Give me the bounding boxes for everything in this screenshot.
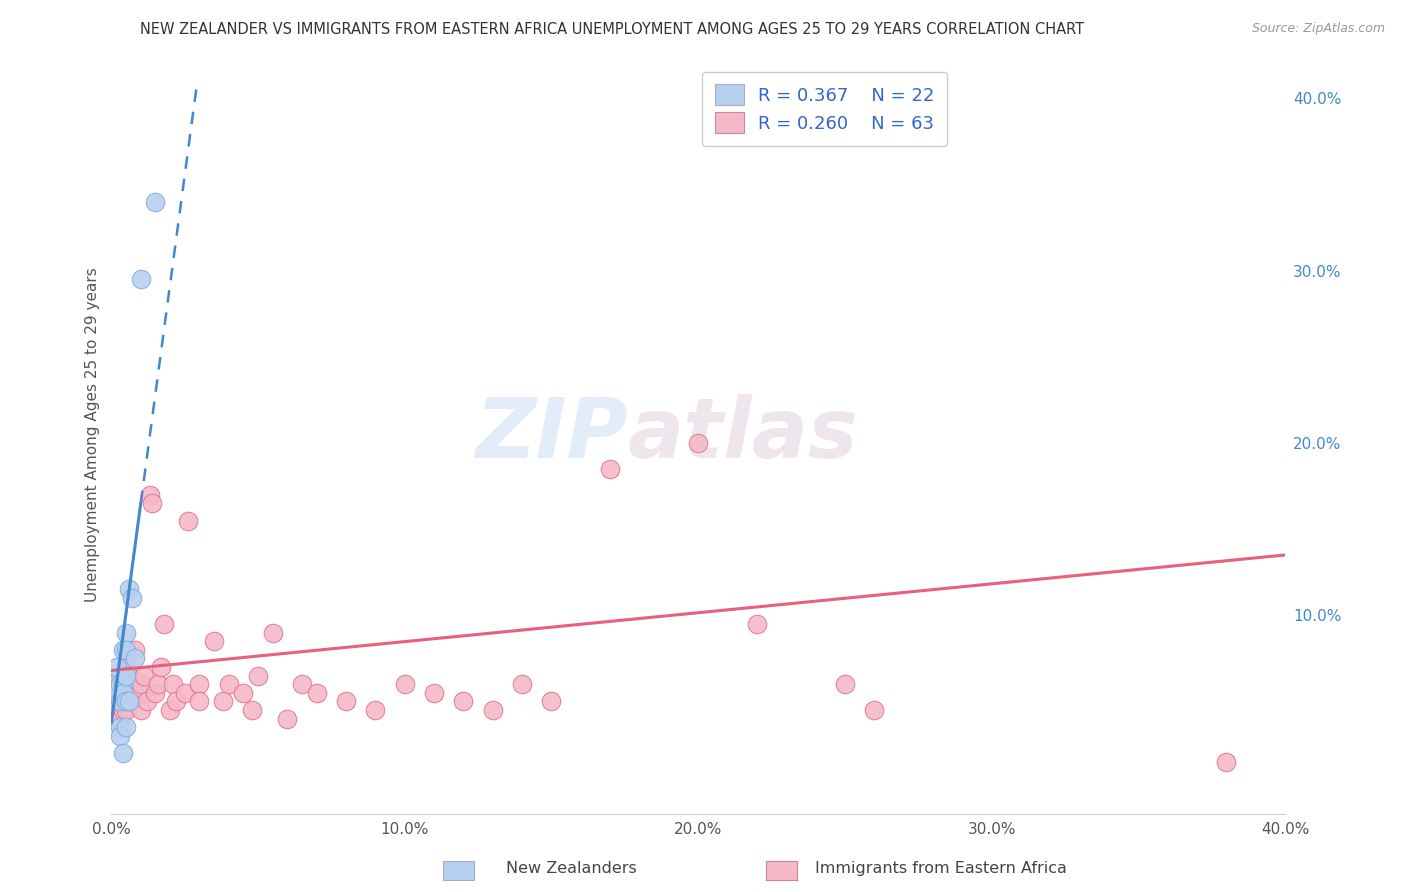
- Point: [121, 694, 143, 708]
- Point: [262, 625, 284, 640]
- Point: [165, 694, 187, 708]
- Point: [540, 694, 562, 708]
- Point: [105, 703, 128, 717]
- Point: [108, 720, 131, 734]
- Point: [162, 677, 184, 691]
- Point: [291, 677, 314, 691]
- Point: [276, 712, 298, 726]
- Point: [364, 703, 387, 717]
- Point: [115, 677, 138, 691]
- Point: [863, 703, 886, 717]
- Point: [129, 272, 152, 286]
- Point: [112, 694, 135, 708]
- Point: [132, 668, 155, 682]
- Point: [124, 677, 146, 691]
- Point: [145, 194, 167, 209]
- Point: [834, 677, 856, 691]
- Point: [105, 694, 128, 708]
- Y-axis label: Unemployment Among Ages 25 to 29 years: Unemployment Among Ages 25 to 29 years: [86, 267, 100, 602]
- Point: [115, 703, 138, 717]
- Point: [148, 677, 170, 691]
- Point: [105, 677, 128, 691]
- Point: [453, 694, 475, 708]
- Point: [108, 677, 131, 691]
- Point: [115, 668, 138, 682]
- Text: Source: ZipAtlas.com: Source: ZipAtlas.com: [1251, 22, 1385, 36]
- Text: ZIP: ZIP: [475, 394, 627, 475]
- Point: [115, 720, 138, 734]
- Point: [118, 686, 141, 700]
- Point: [153, 616, 176, 631]
- Point: [118, 694, 141, 708]
- Point: [103, 686, 125, 700]
- Legend: R = 0.367    N = 22, R = 0.260    N = 63: R = 0.367 N = 22, R = 0.260 N = 63: [703, 71, 948, 146]
- Point: [108, 729, 131, 743]
- Point: [745, 616, 768, 631]
- Point: [1215, 755, 1237, 769]
- Point: [112, 703, 135, 717]
- Point: [145, 686, 167, 700]
- Point: [232, 686, 254, 700]
- Point: [108, 712, 131, 726]
- Point: [218, 677, 240, 691]
- Point: [103, 677, 125, 691]
- Point: [115, 660, 138, 674]
- Point: [188, 694, 211, 708]
- Point: [394, 677, 416, 691]
- Point: [121, 677, 143, 691]
- Point: [510, 677, 533, 691]
- Text: NEW ZEALANDER VS IMMIGRANTS FROM EASTERN AFRICA UNEMPLOYMENT AMONG AGES 25 TO 29: NEW ZEALANDER VS IMMIGRANTS FROM EASTERN…: [139, 22, 1084, 37]
- Point: [112, 677, 135, 691]
- Point: [482, 703, 505, 717]
- Point: [599, 462, 621, 476]
- Point: [335, 694, 357, 708]
- Point: [176, 514, 198, 528]
- Point: [115, 625, 138, 640]
- Point: [129, 703, 152, 717]
- Point: [127, 686, 149, 700]
- Point: [240, 703, 263, 717]
- Point: [202, 634, 225, 648]
- Point: [247, 668, 270, 682]
- Point: [118, 582, 141, 597]
- Point: [305, 686, 328, 700]
- Text: Immigrants from Eastern Africa: Immigrants from Eastern Africa: [815, 861, 1067, 876]
- Point: [159, 703, 181, 717]
- Point: [103, 712, 125, 726]
- Point: [141, 496, 163, 510]
- Point: [115, 694, 138, 708]
- Point: [115, 694, 138, 708]
- Point: [423, 686, 446, 700]
- Point: [112, 642, 135, 657]
- Text: atlas: atlas: [627, 394, 859, 475]
- Point: [688, 436, 710, 450]
- Point: [105, 686, 128, 700]
- Point: [121, 591, 143, 605]
- Point: [173, 686, 195, 700]
- Point: [108, 668, 131, 682]
- Point: [115, 642, 138, 657]
- Point: [108, 694, 131, 708]
- Point: [118, 668, 141, 682]
- Point: [112, 746, 135, 760]
- Point: [124, 642, 146, 657]
- Point: [129, 677, 152, 691]
- Point: [150, 660, 173, 674]
- Point: [124, 651, 146, 665]
- Text: New Zealanders: New Zealanders: [506, 861, 637, 876]
- Point: [212, 694, 235, 708]
- Point: [138, 488, 160, 502]
- Point: [188, 677, 211, 691]
- Point: [135, 694, 157, 708]
- Point: [105, 660, 128, 674]
- Point: [112, 677, 135, 691]
- Point: [108, 686, 131, 700]
- Point: [112, 686, 135, 700]
